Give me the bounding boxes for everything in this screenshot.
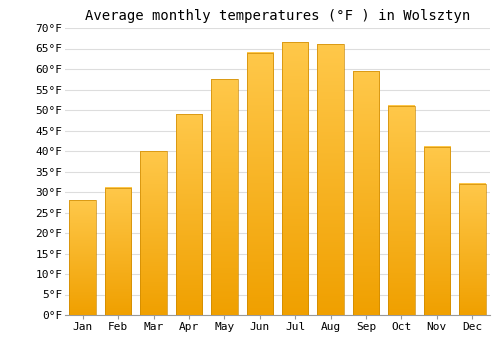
Bar xyxy=(353,71,380,315)
Bar xyxy=(246,52,273,315)
Bar xyxy=(105,188,132,315)
Bar xyxy=(140,151,167,315)
Bar xyxy=(176,114,202,315)
Bar xyxy=(318,44,344,315)
Bar xyxy=(211,79,238,315)
Bar xyxy=(459,184,485,315)
Bar xyxy=(282,42,308,315)
Bar xyxy=(388,106,414,315)
Bar xyxy=(424,147,450,315)
Title: Average monthly temperatures (°F ) in Wolsztyn: Average monthly temperatures (°F ) in Wo… xyxy=(85,9,470,23)
Bar xyxy=(70,200,96,315)
